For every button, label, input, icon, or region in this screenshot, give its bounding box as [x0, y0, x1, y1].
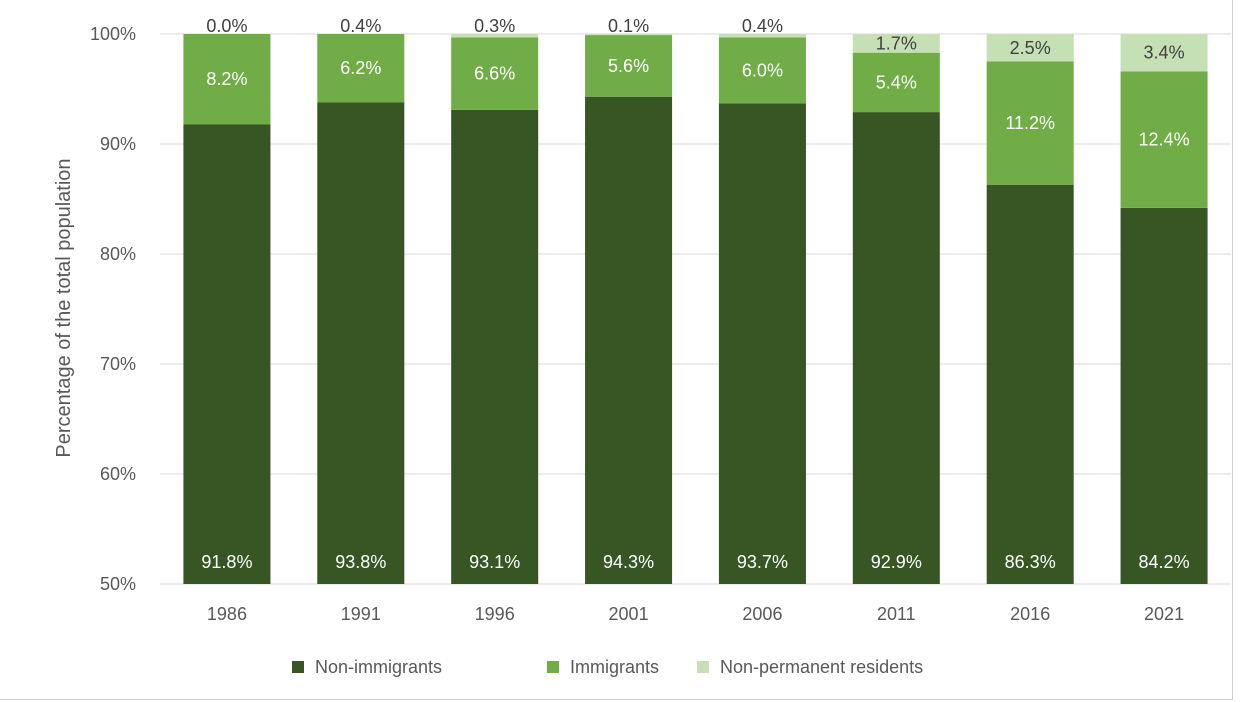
data-label: 0.1% [608, 16, 649, 36]
bar-non-immigrants [183, 124, 271, 584]
bar-immigrants [852, 52, 940, 113]
legend-swatch [697, 661, 709, 673]
bar-non-immigrants [852, 112, 940, 584]
legend-label: Non-immigrants [315, 657, 442, 677]
bar-non-permanent-residents [852, 34, 940, 53]
x-tick-label: 1991 [341, 604, 381, 624]
bar-non-permanent-residents [986, 34, 1074, 62]
x-tick-label: 2011 [877, 604, 916, 624]
bar-non-immigrants [585, 96, 673, 584]
data-label: 91.8% [201, 552, 252, 572]
data-label: 6.0% [742, 60, 783, 80]
y-tick-label: 90% [100, 134, 136, 154]
legend-label: Immigrants [570, 657, 659, 677]
bar-immigrants [986, 61, 1074, 185]
data-label: 92.9% [871, 552, 922, 572]
data-label: 0.4% [742, 16, 783, 36]
x-tick-label: 2006 [742, 604, 782, 624]
bar-non-immigrants [718, 103, 806, 585]
x-axis-ticks: 1986 1991 1996 2001 2006 2011 2016 2021 [207, 604, 1184, 624]
x-tick-label: 1986 [207, 604, 247, 624]
x-tick-label: 2016 [1010, 604, 1050, 624]
data-label: 6.2% [340, 58, 381, 78]
bar-immigrants [317, 34, 405, 103]
data-label: 93.1% [469, 552, 520, 572]
bar-immigrants [183, 34, 271, 125]
data-label: 86.3% [1005, 552, 1056, 572]
x-tick-label: 2001 [609, 604, 649, 624]
bar-non-immigrants [317, 102, 405, 584]
legend-item-non-permanent-residents[interactable]: Non-permanent residents [697, 657, 923, 677]
y-tick-label: 60% [100, 464, 136, 484]
legend-swatch [292, 661, 304, 673]
data-label: 93.7% [737, 552, 788, 572]
data-label: 5.4% [876, 72, 917, 92]
x-tick-label: 1996 [475, 604, 515, 624]
data-label: 94.3% [603, 552, 654, 572]
data-label: 6.6% [474, 64, 515, 84]
y-tick-label: 100% [90, 24, 136, 44]
bar-immigrants [585, 35, 673, 97]
bar-non-permanent-residents [1120, 34, 1208, 72]
bar-non-permanent-residents [451, 34, 539, 38]
data-label: 0.4% [340, 16, 381, 36]
legend-item-immigrants[interactable]: Immigrants [547, 657, 659, 677]
y-axis-title: Percentage of the total population [53, 158, 75, 457]
legend-label: Non-permanent residents [720, 657, 923, 677]
legend-item-non-immigrants[interactable]: Non-immigrants [292, 657, 442, 677]
bar-immigrants [718, 37, 806, 104]
data-label: 12.4% [1139, 130, 1190, 150]
y-tick-label: 70% [100, 354, 136, 374]
legend[interactable]: Non-immigrants Immigrants Non-permanent re… [292, 657, 923, 677]
data-label: 0.0% [206, 16, 247, 36]
bar-non-immigrants [451, 109, 539, 585]
bar-non-immigrants [986, 184, 1074, 584]
data-label: 1.7% [876, 33, 917, 53]
data-label: 11.2% [1005, 113, 1055, 133]
y-tick-label: 50% [100, 574, 136, 594]
bar-non-permanent-residents [718, 34, 806, 38]
data-label: 0.3% [474, 16, 515, 36]
y-tick-label: 80% [100, 244, 136, 264]
x-tick-label: 2021 [1144, 604, 1184, 624]
bar-non-immigrants [1120, 207, 1208, 585]
bar-immigrants [1120, 71, 1208, 208]
data-label: 5.6% [608, 56, 649, 76]
data-label: 84.2% [1139, 552, 1190, 572]
y-axis-ticks: 50% 60% 70% 80% 90% 100% [90, 24, 136, 594]
bar-immigrants [451, 37, 539, 110]
data-label: 8.2% [206, 69, 247, 89]
bar-non-permanent-residents [585, 34, 673, 36]
bars [183, 34, 1208, 585]
data-label: 3.4% [1144, 43, 1185, 63]
data-label: 2.5% [1010, 38, 1051, 58]
data-labels: 91.8% 8.2% 0.0% 93.8% 6.2% 0.4% 93.1% 6.6% 0.3% 9… [201, 16, 1189, 572]
legend-swatch [547, 661, 559, 673]
data-label: 93.8% [335, 552, 386, 572]
